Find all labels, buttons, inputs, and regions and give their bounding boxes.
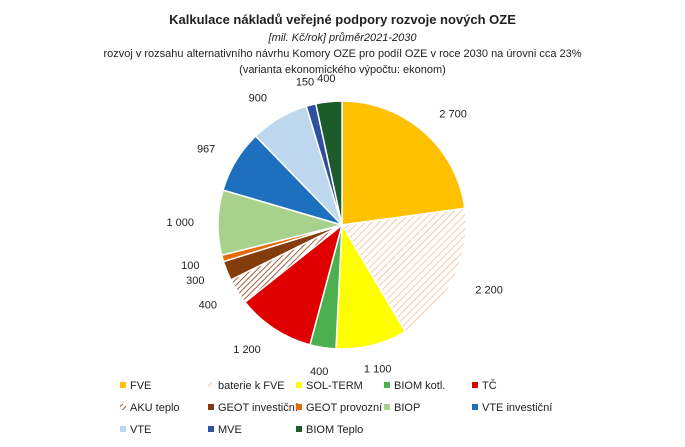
legend-label-mve: MVE [218, 424, 242, 436]
pie-slice-tc [243, 223, 344, 346]
legend-label-biom-kotl: BIOM kotl. [394, 380, 445, 392]
legend-item-vte: VTE [120, 424, 151, 436]
data-label-aku-teplo: 400 [199, 299, 217, 311]
legend-label-fve: FVE [130, 380, 151, 392]
legend-swatch-biom-teplo [296, 426, 302, 432]
legend-item-mve: MVE [208, 424, 242, 436]
data-label-tc: 1 200 [233, 344, 261, 356]
legend-label-tc: TČ [482, 379, 497, 392]
legend-label-aku-teplo: AKU teplo [130, 402, 180, 414]
data-label-biom-teplo: 400 [317, 73, 335, 85]
legend-swatch-fve [120, 382, 126, 388]
chart-subtitle-variant: (varianta ekonomického výpočtu: ekonom) [239, 64, 446, 76]
pie-slice-baterie-k-fve [340, 207, 467, 333]
legend-swatch-sol-term [296, 382, 302, 388]
chart-subtitle-scenario: rozvoj v rozsahu alternativního návrhu K… [103, 48, 582, 60]
legend-label-biop: BIOP [394, 402, 420, 414]
legend-swatch-vte [120, 426, 126, 432]
legend-swatch-tc [472, 382, 478, 388]
pie-slice-fve [341, 100, 466, 226]
legend-label-baterie-k-fve: baterie k FVE [218, 380, 285, 392]
legend-item-sol-term: SOL-TERM [296, 380, 363, 392]
data-label-baterie-k-fve: 2 200 [475, 284, 503, 296]
chart-title: Kalkulace nákladů veřejné podpory rozvoj… [169, 12, 516, 27]
legend-label-geot-investicni: GEOT investiční [218, 402, 298, 414]
data-label-fve: 2 700 [439, 109, 467, 121]
legend-swatch-geot-provozni [296, 404, 302, 410]
legend-item-biom-kotl: BIOM kotl. [384, 380, 445, 392]
legend-item-aku-teplo: AKU teplo [120, 402, 180, 414]
data-label-geot-investicni: 300 [186, 275, 204, 287]
data-label-mve: 150 [296, 77, 314, 89]
data-label-sol-term: 1 100 [364, 364, 392, 376]
legend-item-vte-investicni: VTE investiční [472, 402, 552, 414]
legend-label-vte: VTE [130, 424, 151, 436]
legend-swatch-baterie-k-fve [208, 382, 214, 388]
legend-item-geot-provozni: GEOT provozní [296, 402, 382, 414]
legend-label-geot-provozni: GEOT provozní [306, 402, 382, 414]
legend-swatch-aku-teplo [120, 404, 126, 410]
legend-label-vte-investicni: VTE investiční [482, 402, 552, 414]
legend-swatch-mve [208, 426, 214, 432]
legend-swatch-biom-kotl [384, 382, 390, 388]
legend-label-biom-teplo: BIOM Teplo [306, 424, 363, 436]
legend-label-sol-term: SOL-TERM [306, 380, 363, 392]
data-label-biom-kotl: 400 [310, 366, 328, 378]
legend-item-baterie-k-fve: baterie k FVE [208, 380, 285, 392]
legend-item-biop: BIOP [384, 402, 420, 414]
data-label-vte: 900 [249, 92, 267, 104]
legend-item-fve: FVE [120, 380, 151, 392]
legend-swatch-biop [384, 404, 390, 410]
legend-swatch-geot-investicni [208, 404, 214, 410]
data-label-biop: 1 000 [166, 217, 194, 229]
chart-subtitle-units: [mil. Kč/rok] průměr2021-2030 [268, 32, 417, 44]
data-label-vte-investicni: 967 [197, 144, 215, 156]
legend-item-tc: TČ [472, 379, 497, 392]
pie-slice-biom-teplo [314, 100, 343, 226]
data-label-geot-provozni: 100 [181, 260, 199, 272]
legend-swatch-vte-investicni [472, 404, 478, 410]
legend-item-biom-teplo: BIOM Teplo [296, 424, 363, 436]
legend-item-geot-investicni: GEOT investiční [208, 402, 298, 414]
